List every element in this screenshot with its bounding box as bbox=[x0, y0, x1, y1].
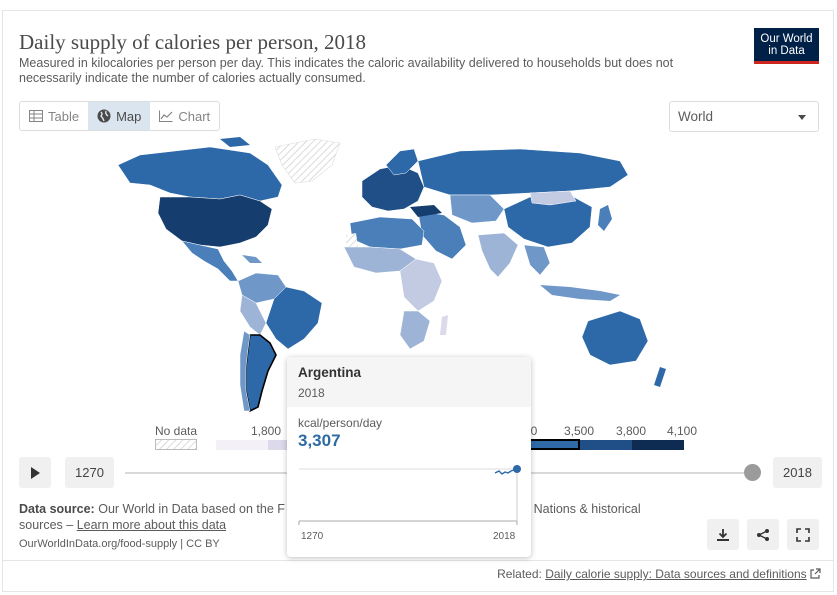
region-new-zealand[interactable] bbox=[654, 367, 666, 387]
source-url[interactable]: OurWorldInData.org/food-supply | CC BY bbox=[19, 538, 220, 550]
tooltip-value: 3,307 bbox=[298, 431, 341, 450]
legend-tick-3800: 3,800 bbox=[616, 424, 647, 438]
legend-bin[interactable] bbox=[632, 439, 684, 450]
world-map[interactable] bbox=[100, 135, 740, 420]
share-button[interactable] bbox=[747, 519, 779, 550]
data-source: Data source: Our World in Data based on … bbox=[19, 501, 709, 533]
region-central-asia[interactable] bbox=[449, 194, 505, 224]
chart-title: Daily supply of calories per person, 201… bbox=[19, 30, 367, 54]
tooltip-header: Argentina 2018 bbox=[287, 357, 531, 407]
region-central-africa[interactable] bbox=[399, 258, 443, 312]
logo-line-1: Our World bbox=[760, 33, 813, 45]
related-link-row: Related: Daily calorie supply: Data sour… bbox=[497, 567, 821, 581]
legend-no-data-swatch[interactable] bbox=[155, 439, 197, 450]
fullscreen-button[interactable] bbox=[787, 519, 819, 550]
legend-bin[interactable] bbox=[528, 439, 580, 450]
play-button[interactable] bbox=[19, 457, 51, 488]
tab-chart[interactable]: Chart bbox=[150, 102, 219, 130]
tab-table[interactable]: Table bbox=[20, 102, 88, 130]
legend-no-data-label: No data bbox=[155, 424, 198, 438]
tooltip-x-end: 2018 bbox=[493, 531, 516, 542]
source-text-right: ited Nations & historical bbox=[510, 502, 641, 516]
tab-table-label: Table bbox=[48, 108, 80, 124]
region-western-sahara[interactable] bbox=[346, 233, 358, 247]
globe-icon bbox=[97, 109, 111, 123]
line-chart-icon bbox=[159, 110, 173, 122]
tab-map[interactable]: Map bbox=[88, 102, 151, 130]
region-select[interactable]: World bbox=[669, 101, 819, 132]
region-arctic-islands[interactable] bbox=[220, 137, 250, 147]
region-southeast-asia[interactable] bbox=[523, 244, 551, 276]
external-link-icon bbox=[810, 568, 821, 579]
view-tabs: Table Map Chart bbox=[19, 101, 221, 131]
region-north-africa[interactable] bbox=[349, 216, 425, 250]
related-label: Related: bbox=[497, 567, 542, 581]
region-usa[interactable] bbox=[157, 194, 273, 248]
footer-divider bbox=[2, 560, 834, 561]
region-russia[interactable] bbox=[417, 148, 629, 196]
table-icon bbox=[29, 110, 43, 122]
timeline-end-year[interactable]: 2018 bbox=[773, 457, 822, 488]
tooltip-country: Argentina bbox=[298, 365, 362, 380]
owid-logo[interactable]: Our World in Data bbox=[754, 28, 819, 64]
region-southern-africa[interactable] bbox=[399, 310, 431, 350]
chevron-down-icon bbox=[798, 115, 806, 120]
source-label: Data source: bbox=[19, 502, 95, 516]
legend-bin[interactable] bbox=[216, 439, 268, 450]
region-canada[interactable] bbox=[117, 146, 283, 202]
region-caribbean[interactable] bbox=[242, 255, 262, 263]
timeline-start-year[interactable]: 1270 bbox=[65, 457, 114, 488]
region-indonesia[interactable] bbox=[540, 285, 620, 301]
region-turkey[interactable] bbox=[410, 205, 442, 217]
logo-line-2: in Data bbox=[768, 45, 805, 57]
region-select-value: World bbox=[678, 109, 714, 124]
region-india[interactable] bbox=[477, 232, 519, 278]
expand-icon bbox=[796, 528, 810, 542]
legend-bin[interactable] bbox=[580, 439, 632, 450]
source-text-line2: sources – bbox=[19, 518, 74, 532]
region-brazil[interactable] bbox=[265, 286, 323, 350]
legend-tick-1800: 1,800 bbox=[251, 424, 282, 438]
legend-tick-3500: 3,500 bbox=[564, 424, 595, 438]
region-madagascar[interactable] bbox=[440, 315, 448, 335]
country-tooltip: Argentina 2018 kcal/person/day 3,307 127… bbox=[287, 357, 531, 557]
region-mongolia[interactable] bbox=[529, 190, 577, 206]
learn-more-link[interactable]: Learn more about this data bbox=[76, 518, 227, 532]
download-button[interactable] bbox=[707, 519, 739, 550]
region-chile[interactable] bbox=[239, 330, 251, 412]
region-argentina[interactable] bbox=[245, 334, 277, 413]
region-greenland[interactable] bbox=[274, 138, 341, 184]
chart-subtitle: Measured in kilocalories per person per … bbox=[19, 56, 674, 85]
download-icon bbox=[717, 529, 729, 541]
tab-chart-label: Chart bbox=[178, 108, 211, 124]
tooltip-unit: kcal/person/day bbox=[298, 416, 383, 430]
region-japan[interactable] bbox=[598, 205, 612, 231]
legend-tick-4100: 4,100 bbox=[667, 424, 698, 438]
region-mexico[interactable] bbox=[181, 240, 239, 282]
spark-current-point bbox=[513, 465, 521, 473]
region-middle-east[interactable] bbox=[417, 210, 467, 260]
source-text-left: Our World in Data based on the F bbox=[98, 502, 285, 516]
tooltip-x-start: 1270 bbox=[301, 531, 324, 542]
related-link[interactable]: Daily calorie supply: Data sources and d… bbox=[545, 567, 807, 581]
tooltip-sparkline bbox=[298, 465, 521, 525]
tab-map-label: Map bbox=[116, 108, 142, 124]
region-australia[interactable] bbox=[581, 310, 649, 366]
tooltip-year: 2018 bbox=[298, 386, 325, 400]
share-icon bbox=[757, 529, 769, 541]
timeline-handle[interactable] bbox=[744, 464, 761, 481]
